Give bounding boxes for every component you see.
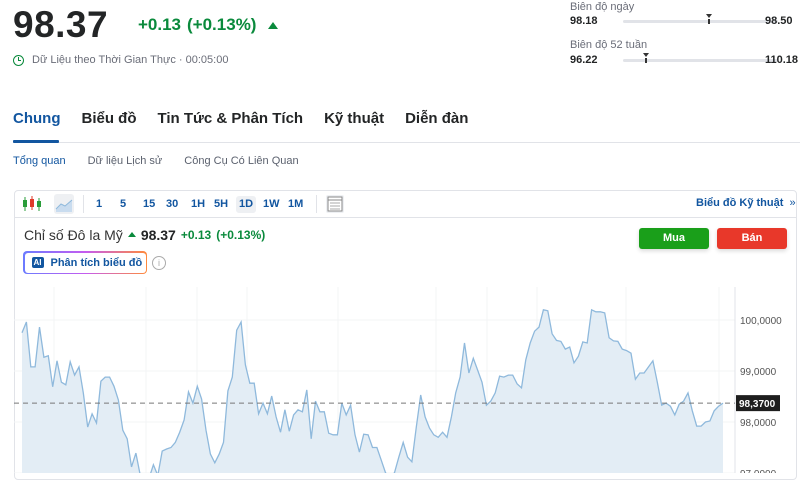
time: 00:05:00 <box>185 54 229 66</box>
interval-1m[interactable]: 1M <box>288 198 304 210</box>
range-marker-icon <box>706 13 713 24</box>
active-tab-underline <box>13 140 59 143</box>
change-value: +0.13 <box>138 15 182 34</box>
interval-1w[interactable]: 1W <box>263 198 280 210</box>
day-range: 98.18 98.50 <box>570 13 800 27</box>
current-price-label: 98,3700 <box>739 399 776 410</box>
separator: · <box>178 54 183 66</box>
clock-icon <box>13 54 24 66</box>
week52-range-bar <box>622 52 778 63</box>
change-percent: (+0.13%) <box>187 15 257 34</box>
interval-30[interactable]: 30 <box>166 198 179 210</box>
technical-chart-link[interactable]: Biểu đồ Kỹ thuật » <box>696 197 796 209</box>
toolbar-separator <box>316 195 317 213</box>
toolbar-separator <box>83 195 84 213</box>
day-range-bar <box>622 13 778 24</box>
subtab-related[interactable]: Công Cụ Có Liên Quan <box>184 155 299 167</box>
ai-icon: AI <box>31 257 44 268</box>
chart-toolbar <box>14 190 797 218</box>
tab-chung[interactable]: Chung <box>13 110 61 127</box>
area-chart-icon[interactable] <box>54 194 74 214</box>
interval-1[interactable]: 1 <box>96 198 103 210</box>
instrument-price: 98.37 <box>140 227 176 243</box>
price-line <box>21 308 724 473</box>
up-arrow-icon <box>127 231 136 237</box>
y-tick-label: 100,0000 <box>740 316 782 327</box>
subtab-overview[interactable]: Tổng quan <box>13 155 66 167</box>
ai-analysis-label: Phân tích biểu đồ <box>50 256 143 269</box>
week52-range-label: Biên độ 52 tuần <box>570 39 648 51</box>
day-high: 98.50 <box>765 15 793 27</box>
day-low: 98.18 <box>570 15 598 27</box>
ai-chart-analysis-button[interactable]: AI Phân tích biểu đồ <box>23 251 147 274</box>
candlestick-icon[interactable] <box>22 195 42 213</box>
interval-5[interactable]: 5 <box>120 198 127 210</box>
technical-chart-label[interactable]: Biểu đồ Kỹ thuật <box>696 197 784 209</box>
up-triangle-icon <box>268 21 279 29</box>
sub-tabs: Tổng quan Dữ liệu Lịch sử Công Cụ Có Liê… <box>13 155 299 167</box>
tab-tin-tuc[interactable]: Tin Tức & Phân Tích <box>157 110 304 127</box>
tab-ky-thuat[interactable]: Kỹ thuật <box>324 110 385 127</box>
table-view-icon[interactable] <box>326 195 344 213</box>
buy-button[interactable]: Mua <box>639 228 709 249</box>
day-range-label: Biên độ ngày <box>570 1 635 13</box>
realtime-label: Dữ Liệu theo Thời Gian Thực <box>32 54 176 66</box>
current-price-tag <box>736 395 780 412</box>
chevron-right-icon: » <box>789 197 796 209</box>
price-change: +0.13 (+0.13%) <box>138 15 279 35</box>
sell-button[interactable]: Bán <box>717 228 787 249</box>
interval-15[interactable]: 15 <box>143 198 156 210</box>
range-marker-icon <box>642 52 649 63</box>
main-tabs: Chung Biểu đồ Tin Tức & Phân Tích Kỹ thu… <box>13 110 468 127</box>
tab-dien-dan[interactable]: Diễn đàn <box>405 110 469 127</box>
area-fill <box>22 309 723 473</box>
info-icon[interactable]: i <box>152 256 166 270</box>
tab-bieu-do[interactable]: Biểu đồ <box>81 110 137 127</box>
week52-high: 110.18 <box>765 54 799 66</box>
subtab-historical[interactable]: Dữ liệu Lịch sử <box>87 155 163 167</box>
week52-low: 96.22 <box>570 54 598 66</box>
interval-1d[interactable]: 1D <box>236 196 256 213</box>
instrument-change: +0.13 <box>180 228 212 242</box>
last-price: 98.37 <box>13 4 109 45</box>
y-tick-label: 99,0000 <box>740 367 777 378</box>
week52-range: 96.22 110.18 <box>570 52 800 66</box>
instrument-header: Chỉ số Đô la Mỹ 98.37 +0.13 (+0.13%) <box>24 227 265 243</box>
interval-5h[interactable]: 5H <box>214 198 229 210</box>
instrument-change-pct: (+0.13%) <box>216 228 266 242</box>
y-tick-label: 98,0000 <box>740 418 777 429</box>
tab-divider <box>13 142 800 143</box>
realtime-info: Dữ Liệu theo Thời Gian Thực · 00:05:00 <box>13 54 228 66</box>
interval-1h[interactable]: 1H <box>191 198 206 210</box>
instrument-name: Chỉ số Đô la Mỹ <box>24 227 123 243</box>
y-tick-label: 97,0000 <box>740 469 777 473</box>
